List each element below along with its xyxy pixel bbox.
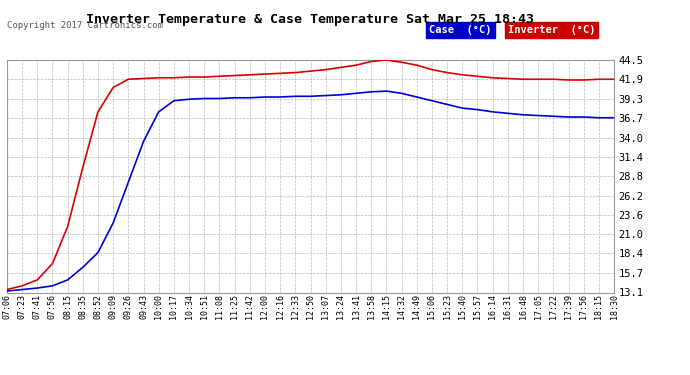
Text: Inverter Temperature & Case Temperature Sat Mar 25 18:43: Inverter Temperature & Case Temperature … (86, 13, 535, 26)
Text: Copyright 2017 Cartronics.com: Copyright 2017 Cartronics.com (7, 21, 163, 30)
Text: Case  (°C): Case (°C) (429, 25, 491, 35)
Text: Inverter  (°C): Inverter (°C) (508, 25, 595, 35)
